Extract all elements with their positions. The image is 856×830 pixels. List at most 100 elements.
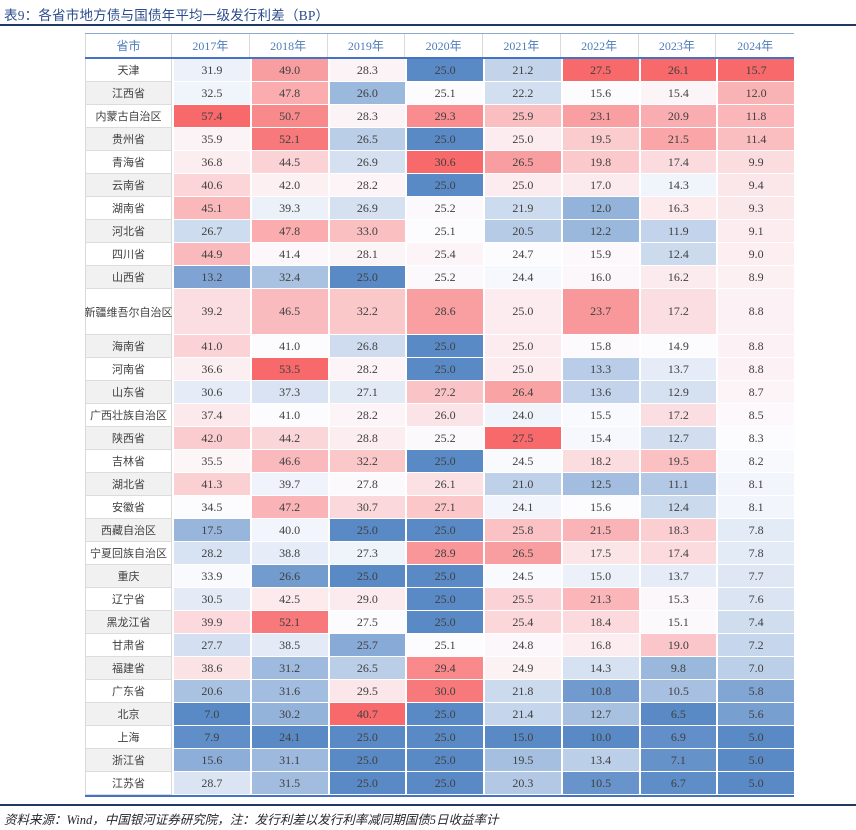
table-row: 宁夏回族自治区 28.2 38.8 27.3 28.9 26.5 17.5 17.4 7.8 [85, 542, 794, 565]
heatmap-value-cell: 12.7 [638, 427, 717, 450]
row-label-province: 海南省 [85, 335, 172, 358]
heatmap-value-cell: 12.0 [716, 82, 794, 105]
row-label-province: 黑龙江省 [85, 611, 172, 634]
heatmap-value-cell: 13.7 [638, 565, 717, 588]
heatmap-value-cell: 28.2 [327, 404, 406, 427]
heatmap-value-cell: 27.8 [327, 473, 406, 496]
heatmap-value-cell: 17.0 [560, 174, 639, 197]
heatmap-value-cell: 27.1 [327, 381, 406, 404]
heatmap-value-cell: 25.0 [327, 726, 406, 749]
heatmap-value-cell: 33.9 [172, 565, 250, 588]
table-row: 西藏自治区 17.5 40.0 25.0 25.0 25.8 21.5 18.3 7.8 [85, 519, 794, 542]
row-label-province: 辽宁省 [85, 588, 172, 611]
heatmap-value-cell: 20.6 [172, 680, 250, 703]
heatmap-value-cell: 13.7 [638, 358, 717, 381]
heatmap-value-cell: 32.2 [327, 289, 406, 335]
heatmap-value-cell: 29.4 [405, 657, 483, 680]
heatmap-value-cell: 26.9 [327, 197, 406, 220]
heatmap-value-cell: 26.4 [483, 381, 561, 404]
row-label-province: 陕西省 [85, 427, 172, 450]
heatmap-value-cell: 12.2 [560, 220, 639, 243]
table-row: 河南省 36.6 53.5 28.2 25.0 25.0 13.3 13.7 8.8 [85, 358, 794, 381]
footer-divider-rule [0, 804, 856, 806]
heatmap-value-cell: 15.0 [483, 726, 561, 749]
source-note: 资料来源：Wind，中国银河证券研究院，注：发行利差以发行利率减同期国债5日收益… [4, 813, 499, 827]
table-row: 北京 7.0 30.2 40.7 25.0 21.4 12.7 6.5 5.6 [85, 703, 794, 726]
heatmap-value-cell: 7.0 [716, 657, 794, 680]
heatmap-value-cell: 25.8 [483, 519, 561, 542]
heatmap-value-cell: 13.4 [560, 749, 639, 772]
heatmap-value-cell: 32.2 [327, 450, 406, 473]
heatmap-value-cell: 28.2 [327, 358, 406, 381]
heatmap-value-cell: 28.7 [172, 772, 250, 795]
table-row: 四川省 44.9 41.4 28.1 25.4 24.7 15.9 12.4 9.0 [85, 243, 794, 266]
heatmap-value-cell: 15.3 [638, 588, 717, 611]
heatmap-value-cell: 25.0 [405, 726, 483, 749]
heatmap-value-cell: 9.4 [716, 174, 794, 197]
heatmap-value-cell: 26.5 [327, 128, 406, 151]
row-label-province: 上海 [85, 726, 172, 749]
heatmap-value-cell: 28.1 [327, 243, 406, 266]
table-row: 广西壮族自治区 37.4 41.0 28.2 26.0 24.0 15.5 17.2 8.5 [85, 404, 794, 427]
heatmap-value-cell: 27.5 [483, 427, 561, 450]
heatmap-value-cell: 9.3 [716, 197, 794, 220]
table-row: 新疆维吾尔自治区 39.2 46.5 32.2 28.6 25.0 23.7 17.2 8.8 [85, 289, 794, 335]
heatmap-value-cell: 26.1 [638, 59, 717, 82]
heatmap-value-cell: 37.3 [249, 381, 328, 404]
column-header-year: 2021年 [483, 34, 561, 57]
heatmap-value-cell: 29.0 [327, 588, 406, 611]
heatmap-value-cell: 28.9 [405, 542, 483, 565]
heatmap-value-cell: 26.7 [172, 220, 250, 243]
heatmap-value-cell: 16.0 [560, 266, 639, 289]
table-row: 山东省 30.6 37.3 27.1 27.2 26.4 13.6 12.9 8.7 [85, 381, 794, 404]
row-label-province: 北京 [85, 703, 172, 726]
row-label-province: 宁夏回族自治区 [85, 542, 172, 565]
heatmap-value-cell: 22.2 [483, 82, 561, 105]
heatmap-value-cell: 27.3 [327, 542, 406, 565]
heatmap-value-cell: 29.5 [327, 680, 406, 703]
heatmap-value-cell: 24.5 [483, 450, 561, 473]
heatmap-value-cell: 15.4 [560, 427, 639, 450]
table-row: 吉林省 35.5 46.6 32.2 25.0 24.5 18.2 19.5 8.2 [85, 450, 794, 473]
heatmap-value-cell: 6.7 [638, 772, 717, 795]
heatmap-value-cell: 19.5 [483, 749, 561, 772]
heatmap-value-cell: 12.4 [638, 243, 717, 266]
heatmap-value-cell: 24.7 [483, 243, 561, 266]
heatmap-value-cell: 47.8 [249, 82, 328, 105]
row-label-province: 云南省 [85, 174, 172, 197]
heatmap-value-cell: 24.9 [483, 657, 561, 680]
column-header-year: 2020年 [405, 34, 483, 57]
heatmap-value-cell: 15.6 [560, 82, 639, 105]
heatmap-value-cell: 25.0 [327, 749, 406, 772]
heatmap-value-cell: 14.3 [638, 174, 717, 197]
column-header-province: 省市 [85, 34, 172, 57]
heatmap-value-cell: 38.5 [249, 634, 328, 657]
heatmap-value-cell: 40.0 [249, 519, 328, 542]
heatmap-value-cell: 36.6 [172, 358, 250, 381]
table-row: 福建省 38.6 31.2 26.5 29.4 24.9 14.3 9.8 7.0 [85, 657, 794, 680]
heatmap-value-cell: 40.7 [327, 703, 406, 726]
table-row: 云南省 40.6 42.0 28.2 25.0 25.0 17.0 14.3 9.4 [85, 174, 794, 197]
table-row: 海南省 41.0 41.0 26.8 25.0 25.0 15.8 14.9 8.8 [85, 335, 794, 358]
heatmap-value-cell: 25.9 [483, 105, 561, 128]
table-header-row: 省市 2017年 2018年 2019年 2020年 2021年 2022年 2023年 202… [85, 33, 794, 59]
heatmap-value-cell: 23.7 [560, 289, 639, 335]
heatmap-value-cell: 25.0 [327, 772, 406, 795]
heatmap-value-cell: 8.5 [716, 404, 794, 427]
heatmap-value-cell: 25.0 [405, 450, 483, 473]
heatmap-value-cell: 34.5 [172, 496, 250, 519]
heatmap-value-cell: 10.5 [638, 680, 717, 703]
heatmap-value-cell: 26.1 [405, 473, 483, 496]
heatmap-value-cell: 26.5 [483, 542, 561, 565]
heatmap-value-cell: 30.6 [172, 381, 250, 404]
heatmap-value-cell: 52.1 [249, 611, 328, 634]
heatmap-value-cell: 42.0 [249, 174, 328, 197]
heatmap-value-cell: 5.0 [716, 749, 794, 772]
row-label-province: 河北省 [85, 220, 172, 243]
heatmap-value-cell: 40.6 [172, 174, 250, 197]
heatmap-value-cell: 27.7 [172, 634, 250, 657]
heatmap-value-cell: 46.5 [249, 289, 328, 335]
heatmap-value-cell: 15.4 [638, 82, 717, 105]
row-label-province: 福建省 [85, 657, 172, 680]
heatmap-value-cell: 21.5 [638, 128, 717, 151]
